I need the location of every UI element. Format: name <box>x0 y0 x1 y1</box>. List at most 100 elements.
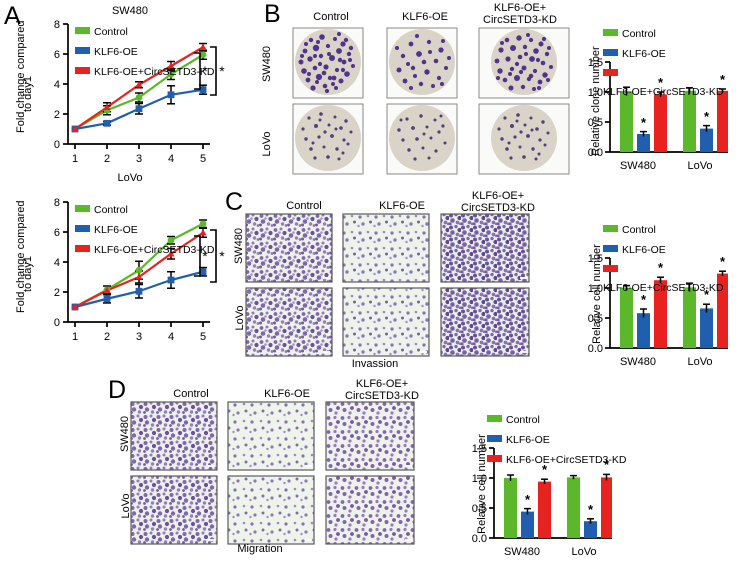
xtick-4: 4 <box>168 153 174 165</box>
image-lovo-combo <box>325 475 415 545</box>
panel-c-row-label-sw480: SW480 <box>233 227 245 265</box>
ytick-4: 4 <box>54 79 60 91</box>
svg-text:*: * <box>525 492 531 507</box>
legend-label-control: Control <box>94 204 128 216</box>
legend-swatch-klf6 <box>75 47 90 55</box>
panel-a-letter: A <box>4 2 21 30</box>
bar-combo-sw480 <box>538 481 551 538</box>
y-axis <box>605 61 611 153</box>
legend-label-control: Control <box>622 224 656 236</box>
ytick-8: 8 <box>54 19 60 31</box>
svg-text:*: * <box>720 254 726 269</box>
xtick-lovo: LoVo <box>687 160 712 172</box>
panel-c-caption: Invassion <box>351 358 399 370</box>
legend-swatch-control <box>603 225 618 233</box>
legend-swatch-control <box>75 27 90 35</box>
bar-combo-lovo <box>601 477 612 538</box>
bar-combo-sw480 <box>654 94 667 152</box>
series-combo-markers <box>71 43 207 132</box>
bar-combo-lovo <box>717 273 728 348</box>
svg-text:2: 2 <box>104 331 110 343</box>
legend-label-combo: KLF6-OE+CircSETD3-KD <box>603 86 724 98</box>
panel-b-col-title-combo-line2: CircSETD3-KD <box>483 14 557 26</box>
sig-klf6-sw480: * <box>641 115 647 130</box>
panel-c-legend: Control KLF6-OE KLF6-OE+CircSETD3-KD <box>603 220 739 296</box>
svg-text:*: * <box>219 248 225 264</box>
panel-b-col-title-combo-line1: KLF6-OE+ <box>493 2 547 14</box>
panel-c-transwell-images <box>245 213 545 360</box>
svg-text:0.5: 0.5 <box>588 313 603 325</box>
bar-control-sw480 <box>620 91 633 152</box>
legend-swatch-control <box>487 415 502 423</box>
x-axis <box>68 321 210 327</box>
legend-swatch-control <box>603 29 618 37</box>
legend-label-control: Control <box>622 28 656 40</box>
svg-text:1.5: 1.5 <box>588 57 603 69</box>
image-lovo-klf6 <box>227 475 315 545</box>
panel-b-bar-plot: 1.5 1.0 0.5 0.0 SW480 LoVo * * * * <box>588 22 738 187</box>
panel-b-row-label-lovo: LoVo <box>261 131 273 157</box>
panel-d-caption: Migration <box>237 543 283 555</box>
panel-d-letter: D <box>108 376 127 404</box>
panel-a-sw480-title: SW480 <box>111 5 149 17</box>
svg-text:*: * <box>202 63 208 79</box>
panel-b-legend: Control KLF6-OE KLF6-OE+CircSETD3-KD <box>603 24 739 100</box>
panel-a-lovo-sig: * * <box>186 228 234 313</box>
panel-a-sw480-legend: Control KLF6-OE KLF6-OE+CircSETD3-KD <box>75 22 214 80</box>
sig-combo-sw480: * <box>658 75 664 90</box>
svg-text:1.0: 1.0 <box>472 473 487 485</box>
bar-combo-lovo <box>717 90 728 152</box>
panel-d-bar-plot: 1.5 1.0 0.5 0.0 SW480 LoVo * * * * <box>472 408 622 573</box>
svg-text:SW480: SW480 <box>620 356 656 368</box>
legend-label-klf6: KLF6-OE <box>506 434 550 446</box>
legend-swatch-klf6 <box>487 435 502 443</box>
panel-b-letter: B <box>264 0 281 28</box>
sig-combo-lovo: * <box>720 72 726 87</box>
y-axis <box>489 447 495 539</box>
svg-text:*: * <box>588 502 594 517</box>
svg-text:*: * <box>658 260 664 275</box>
svg-text:0.5: 0.5 <box>472 503 487 515</box>
y-axis <box>63 201 69 323</box>
image-sw480-control <box>130 401 218 471</box>
image-sw480-klf6 <box>342 213 430 283</box>
legend-label-combo: KLF6-OE+CircSETD3-KD <box>94 244 215 256</box>
svg-text:0.0: 0.0 <box>588 147 603 159</box>
ytick-2: 2 <box>54 109 60 121</box>
panel-c-bar-plot: 1.5 1.0 0.5 0.0 SW480 LoVo * * * * <box>588 218 738 383</box>
panel-d-col-title-klf6: KLF6-OE <box>264 388 310 400</box>
image-sw480-combo <box>325 401 415 471</box>
svg-text:0.0: 0.0 <box>472 533 487 545</box>
image-lovo-combo <box>440 287 530 357</box>
panel-b-col-title-control: Control <box>313 11 349 23</box>
svg-text:0.0: 0.0 <box>588 343 603 355</box>
svg-text:3: 3 <box>136 331 142 343</box>
xtick-sw480: SW480 <box>620 160 656 172</box>
svg-text:SW480: SW480 <box>504 546 540 558</box>
image-sw480-combo <box>440 213 530 283</box>
legend-label-control: Control <box>506 414 540 426</box>
svg-text:0: 0 <box>54 317 60 329</box>
ytick-0: 0 <box>54 139 60 151</box>
svg-text:1.0: 1.0 <box>588 283 603 295</box>
legend-label-combo: KLF6-OE+CircSETD3-KD <box>94 66 215 78</box>
svg-text:LoVo: LoVo <box>687 356 712 368</box>
image-sw480-control <box>245 213 333 283</box>
svg-text:6: 6 <box>54 227 60 239</box>
image-lovo-klf6 <box>342 287 430 357</box>
svg-text:4: 4 <box>168 331 174 343</box>
legend-swatch-combo <box>487 455 502 463</box>
legend-label-klf6: KLF6-OE <box>622 48 666 60</box>
sig-klf6-lovo: * <box>704 109 710 124</box>
ytick-6: 6 <box>54 49 60 61</box>
bar-klf6-lovo <box>700 308 713 348</box>
svg-text:1: 1 <box>72 331 78 343</box>
series-combo-markers <box>71 229 207 310</box>
bar-control-sw480 <box>620 288 633 348</box>
bar-control-sw480 <box>504 478 517 538</box>
panel-a-lovo-legend: Control KLF6-OE KLF6-OE+CircSETD3-KD <box>75 200 214 258</box>
bar-klf6-sw480 <box>637 313 650 348</box>
panel-a-sw480-sig: * * <box>186 45 234 130</box>
legend-swatch-control <box>75 205 90 213</box>
legend-swatch-klf6 <box>603 245 618 253</box>
